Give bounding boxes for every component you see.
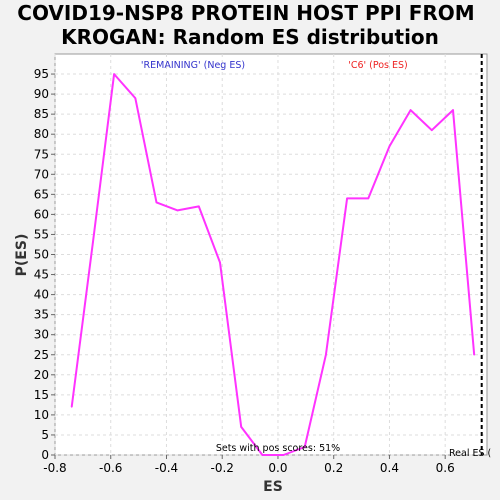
data-point — [409, 109, 412, 111]
pos-scores-label: Sets with pos scores: 51% — [216, 443, 340, 454]
x-axis-ticks: -0.8 -0.6 -0.4 -0.2 0.0 0.2 0.4 0.6 — [43, 455, 455, 475]
data-point — [113, 73, 115, 75]
y-tick-label: 0 — [41, 448, 49, 462]
y-tick-label: 55 — [34, 227, 49, 241]
data-point — [303, 446, 306, 448]
y-tick-label: 30 — [34, 328, 49, 342]
data-point — [219, 261, 221, 264]
y-tick-label: 80 — [34, 127, 49, 141]
x-tick-label: -0.8 — [43, 461, 66, 475]
y-tick-label: 95 — [34, 67, 49, 81]
data-point — [452, 109, 454, 111]
neg-es-label: 'REMAINING' (Neg ES) — [141, 60, 245, 71]
chart-title-line2: KROGAN: Random ES distribution — [61, 25, 439, 49]
y-tick-label: 45 — [34, 268, 49, 282]
y-axis-ticks: 0 5 10 15 20 25 30 35 40 45 50 55 60 65 70 75 80 85 90 95 — [34, 67, 55, 462]
x-tick-label: 0.6 — [436, 461, 455, 475]
y-tick-label: 75 — [34, 147, 49, 161]
x-tick-label: 0.2 — [324, 461, 343, 475]
y-axis-label: P(ES) — [14, 234, 30, 277]
y-tick-label: 15 — [34, 388, 49, 402]
data-point — [388, 145, 391, 148]
y-tick-label: 50 — [34, 248, 49, 262]
y-tick-label: 90 — [34, 87, 49, 101]
data-point — [92, 241, 94, 244]
data-point — [134, 97, 137, 99]
x-tick-label: 0.4 — [380, 461, 399, 475]
series-group — [70, 73, 476, 456]
y-tick-label: 10 — [34, 408, 49, 422]
chart-title-line1: COVID19-NSP8 PROTEIN HOST PPI FROM — [17, 1, 474, 25]
data-point — [346, 197, 348, 200]
pos-es-label: 'C6' (Pos ES) — [348, 60, 408, 71]
y-tick-label: 25 — [34, 348, 49, 362]
data-point — [176, 209, 179, 212]
grid — [54, 54, 487, 456]
y-tick-label: 85 — [34, 107, 49, 121]
data-point — [155, 201, 158, 204]
data-point — [70, 406, 73, 408]
data-point — [325, 353, 327, 356]
data-point — [431, 129, 433, 131]
y-tick-label: 65 — [34, 187, 49, 201]
x-tick-label: -0.4 — [155, 461, 178, 475]
x-axis-label: ES — [263, 479, 283, 495]
real-es-label: Real ES ( — [449, 448, 491, 459]
x-tick-label: -0.2 — [211, 461, 234, 475]
series-line — [70, 73, 476, 456]
data-point — [198, 205, 200, 208]
y-tick-label: 60 — [34, 207, 49, 221]
y-tick-label: 40 — [34, 288, 49, 302]
x-tick-label: -0.6 — [99, 461, 122, 475]
y-tick-label: 70 — [34, 167, 49, 181]
data-point — [282, 454, 285, 456]
y-tick-label: 5 — [41, 428, 49, 442]
data-point — [473, 353, 475, 356]
data-point — [240, 426, 242, 428]
data-point — [367, 197, 370, 200]
x-tick-label: 0.0 — [268, 461, 287, 475]
data-point — [261, 454, 264, 456]
y-tick-label: 35 — [34, 308, 49, 322]
y-tick-label: 20 — [34, 368, 49, 382]
